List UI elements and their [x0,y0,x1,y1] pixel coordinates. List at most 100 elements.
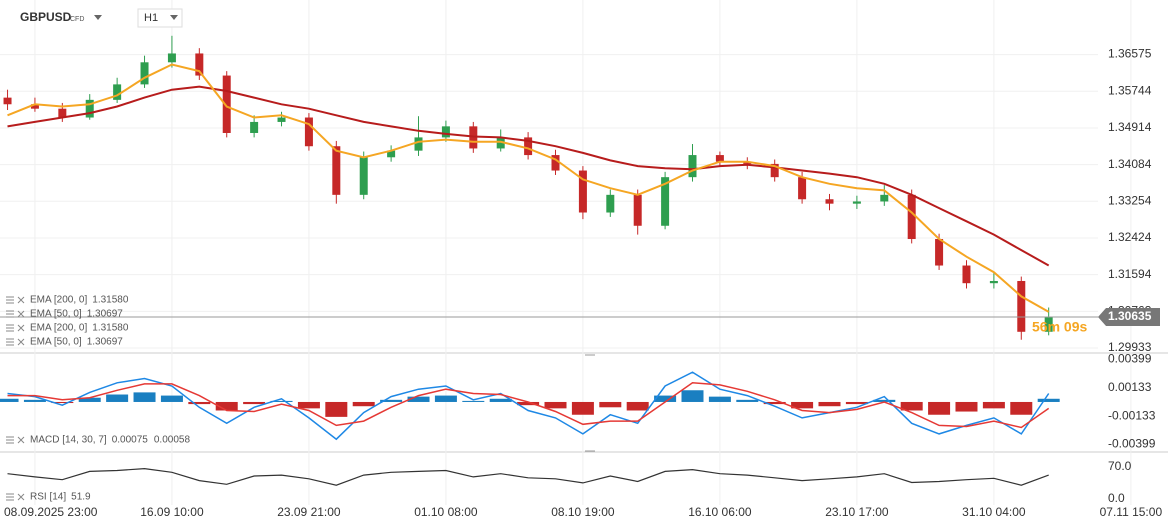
indicator-line [7,371,1050,441]
candle-body [304,117,313,147]
histogram-bar [325,401,348,417]
histogram-bar [23,399,46,402]
histogram-bar [571,401,594,415]
histogram-bar [845,401,868,405]
y-tick-label: 1.36575 [1108,47,1152,61]
candle-body [551,155,560,171]
histogram-bar [599,401,622,408]
x-tick-label: 23.10 17:00 [825,505,889,519]
market: CFD [70,16,84,23]
candle-body [852,201,861,204]
candle-body [30,104,39,109]
candle-body [880,194,889,202]
candle-body [167,53,176,63]
histogram-bar [654,395,677,402]
candle-body [524,137,533,156]
legend-value: 0.00075 [112,435,149,446]
candle-body [496,137,505,149]
x-tick-label: 07.11 15:00 [1100,505,1163,519]
y-tick-label: 1.29933 [1108,340,1152,354]
histogram-bar [982,401,1005,409]
histogram-bar [489,398,512,402]
indicator-line [7,63,1050,313]
candle-body [989,280,998,284]
x-tick-label: 08.10 19:00 [551,505,615,519]
x-tick-label: 08.09.2025 23:00 [4,505,98,519]
last-price-box [1098,307,1160,326]
legend-name: EMA [200, 0] [30,323,87,334]
close-icon [17,493,25,501]
histogram-bar [928,401,951,415]
candle-body [441,126,450,138]
candle-body [222,75,231,133]
candle-body [250,121,259,133]
plot: 08.09.2025 23:00 16.09 10:00 23.09 21:00 01… [0,0,1162,519]
histogram-bar [1010,401,1033,415]
legend-value: 51.9 [71,492,91,503]
histogram-bar [78,397,101,402]
x-tick-label: 16.10 06:00 [688,505,752,519]
histogram-bar [297,401,320,409]
y-tick-label: 1.34914 [1108,120,1152,134]
histogram-bar [708,396,731,402]
histogram-bar [955,401,978,412]
histogram-bar [243,401,266,405]
legend-value: 1.31580 [92,295,129,306]
candle-body [1017,280,1026,332]
candle-body [798,177,807,200]
candle-body [387,150,396,158]
x-tick-label: 23.09 21:00 [277,505,341,519]
countdown: 56m 09s [1032,319,1087,335]
candle-body [907,194,916,240]
histogram-bar [106,394,129,402]
timeframe[interactable]: H1 [144,12,158,24]
histogram-bar [736,399,759,402]
y-tick-label: 0.00133 [1108,380,1152,394]
y-tick-label: 1.32424 [1108,230,1152,244]
histogram-bar [51,401,74,404]
candle-body [962,265,971,284]
y-tick-label: -0.00133 [1108,408,1156,422]
symbol-dropdown[interactable] [94,15,102,20]
candle-body [633,194,642,226]
symbol[interactable]: GBPUSD [20,10,72,24]
timeframe-dropdown[interactable] [170,15,178,20]
indicator-line [7,467,1049,486]
close-icon [17,296,25,304]
y-tick-label: -0.00399 [1108,437,1156,451]
legend-name: EMA [50, 0] [30,309,82,320]
legend-value: 1.30697 [87,309,124,320]
histogram-bar [517,401,540,406]
y-tick-label: 0.0 [1108,491,1125,505]
candle-body [688,155,697,178]
histogram-bar [462,400,485,402]
histogram-bar [681,390,704,402]
timeframe-box[interactable] [137,8,183,28]
candle-body [715,155,724,162]
histogram-bar [270,400,293,402]
histogram-bar [1037,398,1060,402]
candle-body [935,239,944,266]
candle-body [414,137,423,151]
candle-body [359,157,368,195]
histogram-bar [873,399,896,402]
candle-body [606,194,615,213]
indicator-line [7,85,1050,267]
histogram-bar [133,392,156,402]
y-tick-label: 1.34084 [1108,157,1152,171]
histogram-bar [188,401,211,405]
histogram-bar [352,401,375,407]
histogram-bar [215,401,238,411]
last-price-label: 1.30635 [1108,309,1152,323]
close-icon [17,436,25,444]
histogram-bar [380,399,403,402]
y-tick-label: 1.31594 [1108,267,1152,281]
candle-body [825,199,834,204]
legend-name: MACD [14, 30, 7] [30,435,107,446]
histogram-bar [544,401,567,409]
legend-name: EMA [200, 0] [30,295,87,306]
candle-body [578,170,587,213]
candle-body [332,146,341,195]
candle-body [195,53,204,76]
